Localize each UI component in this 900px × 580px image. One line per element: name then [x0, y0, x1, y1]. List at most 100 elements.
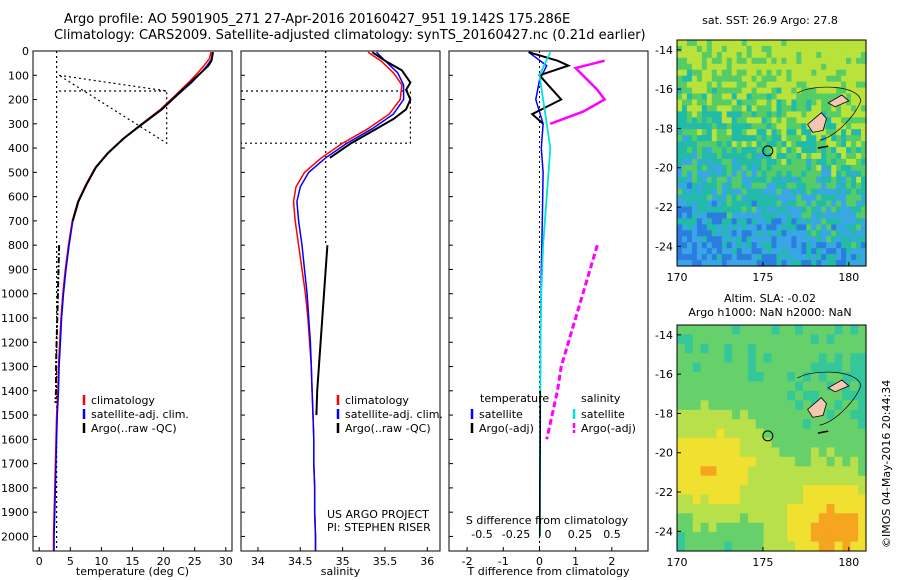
sst-map-heatmap-cell: [821, 93, 827, 100]
sst-map-heatmap-cell: [741, 111, 748, 118]
sst-map-heatmap-cell: [826, 230, 832, 237]
sla-map-heatmap-cell: [787, 381, 796, 392]
sst-map-heatmap-cell: [751, 164, 758, 172]
sst-map-heatmap-cell: [781, 218, 787, 225]
sst-map-heatmap-cell: [736, 212, 743, 219]
sla-map-heatmap-cell: [779, 513, 788, 524]
sst-map-heatmap-cell: [701, 105, 708, 112]
sst-map-heatmap-cell: [771, 182, 778, 190]
sst-map-heatmap-cell: [806, 135, 812, 142]
sla-map-heatmap-cell: [850, 419, 859, 430]
sst-map-heatmap-cell: [766, 206, 773, 213]
sst-map-heatmap-cell: [831, 40, 837, 47]
sla-map-heatmap-cell: [850, 456, 859, 467]
temperature-dotted-guide: [58, 74, 168, 145]
sla-map-heatmap-cell: [850, 381, 859, 392]
sst-map-heatmap-cell: [826, 254, 832, 261]
sla-map-heatmap-cell: [684, 438, 694, 448]
sla-map-heatmap-cell: [724, 438, 733, 448]
sst-map-heatmap-cell: [696, 111, 703, 118]
sla-map-heatmap-cell: [763, 522, 773, 533]
sla-map-heatmap-cell: [763, 409, 773, 420]
difference-xtick-label: -2: [462, 555, 473, 568]
sst-map-heatmap-cell: [821, 87, 827, 95]
sst-map-heatmap-cell: [841, 212, 847, 219]
sla-map-heatmap-cell: [834, 513, 843, 524]
sla-map-heatmap-cell: [755, 409, 765, 420]
sst-map-heatmap-cell: [696, 236, 703, 243]
sla-map-heatmap-cell: [684, 522, 694, 533]
sla-map-heatmap-cell: [858, 541, 867, 552]
sla-map-heatmap-cell: [732, 522, 741, 533]
sla-map-heatmap-cell: [700, 372, 710, 383]
sst-map-heatmap-cell: [716, 188, 723, 196]
sst-map-heatmap-cell: [801, 182, 807, 190]
sst-map-heatmap-cell: [726, 45, 733, 53]
sst-map-heatmap-cell: [776, 236, 783, 243]
sst-map-heatmap-cell: [677, 200, 683, 208]
sst-map-heatmap-cell: [856, 129, 862, 136]
sst-map-heatmap-cell: [821, 176, 827, 184]
sst-map-heatmap-cell: [836, 45, 842, 53]
sst-map-heatmap-cell: [856, 87, 862, 95]
sla-map-heatmap-cell: [700, 390, 710, 401]
sst-map-heatmap-cell: [781, 147, 787, 154]
sst-map-heatmap-cell: [716, 111, 723, 118]
sst-map-heatmap-cell: [706, 170, 713, 178]
sst-map-title: sat. SST: 26.9 Argo: 27.8: [702, 14, 838, 27]
salinity-dotted-guide: [241, 90, 411, 144]
sla-map-ytick-label: -20: [655, 447, 673, 460]
sst-map-heatmap-cell: [721, 164, 728, 172]
sst-map-heatmap-cell: [751, 248, 758, 255]
sst-map-heatmap-cell: [691, 182, 698, 190]
sst-map-heatmap-cell: [786, 158, 792, 166]
sst-map-heatmap-cell: [791, 242, 797, 249]
sst-map-heatmap-cell: [766, 129, 773, 136]
sst-map-heatmap-cell: [701, 141, 708, 148]
sst-map-heatmap-cell: [721, 260, 728, 267]
sst-map-heatmap-cell: [746, 260, 753, 267]
sst-map-heatmap-cell: [861, 105, 867, 112]
sst-map-heatmap-cell: [836, 111, 842, 118]
sst-map-heatmap-cell: [771, 45, 778, 53]
sst-map-heatmap-cell: [811, 51, 817, 59]
sst-map-heatmap-cell: [796, 147, 802, 154]
sst-map-heatmap-cell: [851, 164, 857, 172]
sst-map-heatmap-cell: [791, 230, 797, 237]
sst-map-heatmap-cell: [846, 248, 852, 255]
sst-map-heatmap-cell: [816, 254, 822, 261]
sst-map-heatmap-cell: [736, 230, 743, 237]
sst-map-heatmap-cell: [726, 254, 733, 261]
sst-map-heatmap-cell: [726, 147, 733, 154]
sst-map-heatmap-cell: [711, 99, 718, 106]
sla-map-heatmap-cell: [771, 503, 780, 514]
sst-map-heatmap-cell: [821, 141, 827, 148]
sst-map-heatmap-cell: [706, 194, 713, 202]
sst-map-heatmap-cell: [736, 81, 743, 89]
sst-map-heatmap-cell: [856, 63, 862, 71]
sst-map-heatmap-cell: [751, 51, 758, 59]
sst-map-heatmap-cell: [691, 63, 698, 71]
sst-map-heatmap-cell: [736, 87, 743, 95]
sla-map-heatmap-cell: [716, 456, 725, 467]
sla-map-heatmap-cell: [708, 456, 717, 467]
sst-map-heatmap-cell: [756, 147, 763, 154]
sst-map-heatmap-cell: [836, 218, 842, 225]
sst-map-heatmap-cell: [846, 147, 852, 154]
sst-map-heatmap-cell: [861, 242, 867, 249]
sst-map-heatmap-cell: [756, 158, 763, 166]
sst-map-heatmap-cell: [706, 254, 713, 261]
sst-map-heatmap-cell: [861, 230, 867, 237]
sst-map-heatmap-cell: [746, 206, 753, 213]
sst-map-heatmap-cell: [741, 212, 748, 219]
sst-map-heatmap-cell: [721, 123, 728, 130]
sst-map-heatmap-cell: [811, 147, 817, 154]
sst-map-heatmap-cell: [846, 135, 852, 142]
sst-map-heatmap-cell: [706, 111, 713, 118]
sst-map-heatmap-cell: [821, 254, 827, 261]
sst-map-heatmap-cell: [701, 57, 708, 65]
sst-map-heatmap-cell: [701, 224, 708, 231]
sla-map-heatmap-cell: [771, 428, 780, 439]
sst-map-heatmap-cell: [682, 129, 688, 136]
sst-map-heatmap-cell: [677, 129, 683, 136]
